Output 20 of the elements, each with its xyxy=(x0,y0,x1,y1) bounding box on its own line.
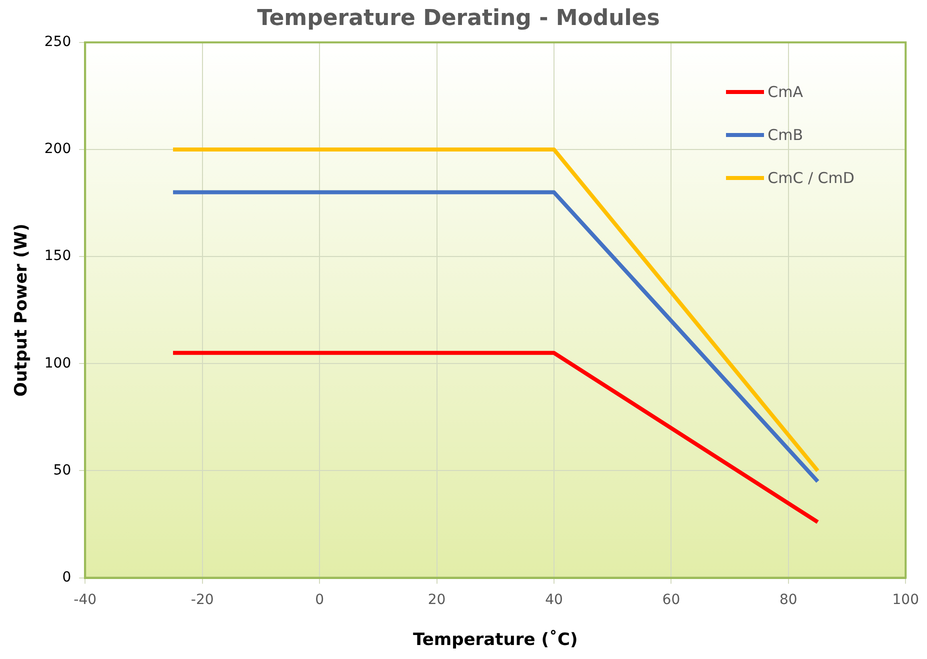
y-tick-label: 0 xyxy=(62,569,72,586)
y-tick-label: 50 xyxy=(53,462,72,478)
legend-label: CmB xyxy=(768,126,804,144)
legend-label: CmC / CmD xyxy=(768,169,854,188)
x-tick-label: 60 xyxy=(662,592,680,608)
x-tick-label: 80 xyxy=(780,592,798,608)
y-tick-label: 250 xyxy=(44,34,72,50)
x-tick-label: 100 xyxy=(892,592,920,608)
x-tick-label: -20 xyxy=(190,592,214,608)
y-axis-title: Output Power (W) xyxy=(12,224,32,397)
y-tick-label: 200 xyxy=(44,141,72,158)
x-tick-label: 40 xyxy=(545,592,563,608)
legend-label: CmA xyxy=(768,83,803,102)
y-tick-label: 100 xyxy=(44,355,72,372)
x-tick-label: 20 xyxy=(428,592,446,608)
chart-title: Temperature Derating - Modules xyxy=(257,6,660,31)
x-axis-title: Temperature (˚C) xyxy=(413,629,578,650)
x-tick-label: 0 xyxy=(315,592,324,608)
y-tick-label: 150 xyxy=(44,248,72,264)
x-tick-label: -40 xyxy=(74,592,97,608)
